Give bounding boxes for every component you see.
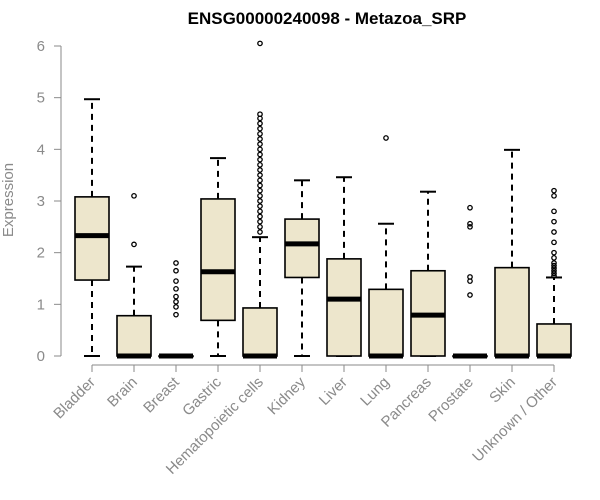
outlier-point <box>551 254 557 261</box>
outlier-point <box>173 260 179 266</box>
x-tick-label: Kidney <box>264 373 309 418</box>
box-hematopoietic-cells <box>242 40 278 359</box>
outlier-point <box>173 298 179 305</box>
outlier-point <box>257 141 263 148</box>
outlier-point <box>551 192 557 199</box>
outlier-point <box>551 239 557 246</box>
y-tick-label: 3 <box>37 193 45 210</box>
outlier-point <box>131 241 137 248</box>
outlier-point <box>551 270 557 277</box>
outlier-point <box>551 265 557 272</box>
outlier-point <box>257 192 263 199</box>
outlier-point <box>257 198 263 204</box>
box-prostate <box>452 204 488 359</box>
outlier-point <box>257 218 263 225</box>
iqr-box <box>536 323 572 357</box>
outlier-point <box>257 120 263 127</box>
box-kidney <box>284 179 320 357</box>
iqr-box <box>74 196 110 281</box>
outlier-point <box>257 111 263 118</box>
outlier-point <box>551 267 557 274</box>
x-tick-label: Skin <box>486 374 519 407</box>
x-tick-label: Breast <box>140 373 183 416</box>
chart-title: ENSG00000240098 - Metazoa_SRP <box>188 9 467 28</box>
outlier-point <box>551 260 557 266</box>
outlier-point <box>257 146 263 153</box>
outlier-point <box>467 220 473 227</box>
outlier-point <box>257 156 263 163</box>
outlier-point <box>257 136 263 142</box>
y-axis-label: Expression <box>0 163 17 237</box>
box-breast <box>158 260 194 359</box>
y-tick-label: 4 <box>37 141 45 158</box>
outlier-point <box>467 274 473 280</box>
outlier-point <box>257 130 263 137</box>
iqr-box <box>242 307 278 357</box>
box-lung <box>368 135 404 359</box>
outlier-point <box>257 213 263 220</box>
y-tick-label: 5 <box>37 90 45 107</box>
outlier-point <box>257 223 263 230</box>
outlier-point <box>257 203 263 210</box>
outlier-point <box>173 311 179 318</box>
outlier-point <box>173 304 179 310</box>
iqr-box <box>326 258 362 357</box>
box-series <box>74 40 572 359</box>
x-tick-label: Prostate <box>425 374 477 426</box>
iqr-box <box>284 218 320 279</box>
iqr-box <box>116 314 152 357</box>
outlier-point <box>257 40 263 47</box>
outlier-point <box>467 223 473 230</box>
outlier-point <box>551 187 557 194</box>
outlier-point <box>551 249 557 256</box>
outlier-point <box>551 218 557 225</box>
y-tick-label: 0 <box>37 348 45 365</box>
outlier-point <box>257 161 263 168</box>
outlier-point <box>383 135 389 141</box>
x-tick-label: Bladder <box>50 374 99 423</box>
outlier-point <box>467 292 473 298</box>
iqr-box <box>368 288 404 357</box>
box-unknown-other <box>536 187 572 359</box>
outlier-point <box>257 182 263 189</box>
outlier-point <box>551 273 557 279</box>
outlier-point <box>257 151 263 158</box>
outlier-point <box>131 192 137 199</box>
outlier-point <box>467 204 473 211</box>
iqr-box <box>494 266 530 357</box>
x-tick-label: Brain <box>104 374 141 411</box>
outlier-point <box>257 172 263 179</box>
x-tick-label: Liver <box>316 374 351 409</box>
outlier-point <box>257 208 263 215</box>
iqr-box <box>200 198 236 322</box>
box-brain <box>116 192 152 359</box>
outlier-point <box>551 208 557 215</box>
outlier-point <box>173 267 179 274</box>
box-pancreas <box>410 190 446 357</box>
y-tick-label: 1 <box>37 296 45 313</box>
box-bladder <box>74 98 110 357</box>
outlier-point <box>173 293 179 300</box>
x-tick-label: Lung <box>357 374 393 410</box>
outlier-point <box>257 229 263 235</box>
outlier-point <box>257 187 263 194</box>
y-tick-label: 6 <box>37 38 45 55</box>
box-liver <box>326 176 362 357</box>
box-skin <box>494 148 530 359</box>
outlier-point <box>173 278 179 284</box>
outlier-point <box>551 262 557 269</box>
outlier-point <box>257 125 263 132</box>
outlier-point <box>257 167 263 173</box>
outlier-point <box>173 285 179 292</box>
box-gastric <box>200 157 236 357</box>
y-axis: 0 1 2 3 4 5 6 <box>37 38 62 365</box>
y-tick-label: 2 <box>37 245 45 262</box>
outlier-point <box>257 177 263 184</box>
outlier-point <box>551 229 557 235</box>
